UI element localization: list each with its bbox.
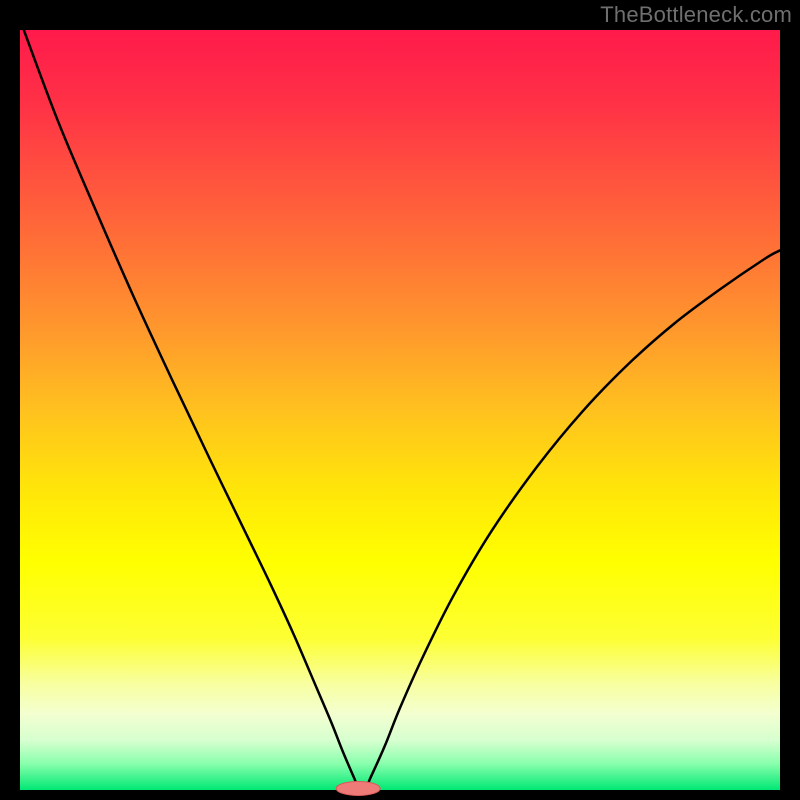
chart-container: TheBottleneck.com (0, 0, 800, 800)
optimal-point-marker (336, 781, 380, 795)
watermark-text: TheBottleneck.com (600, 2, 792, 28)
plot-gradient-background (20, 30, 780, 790)
bottleneck-chart-svg (0, 0, 800, 800)
